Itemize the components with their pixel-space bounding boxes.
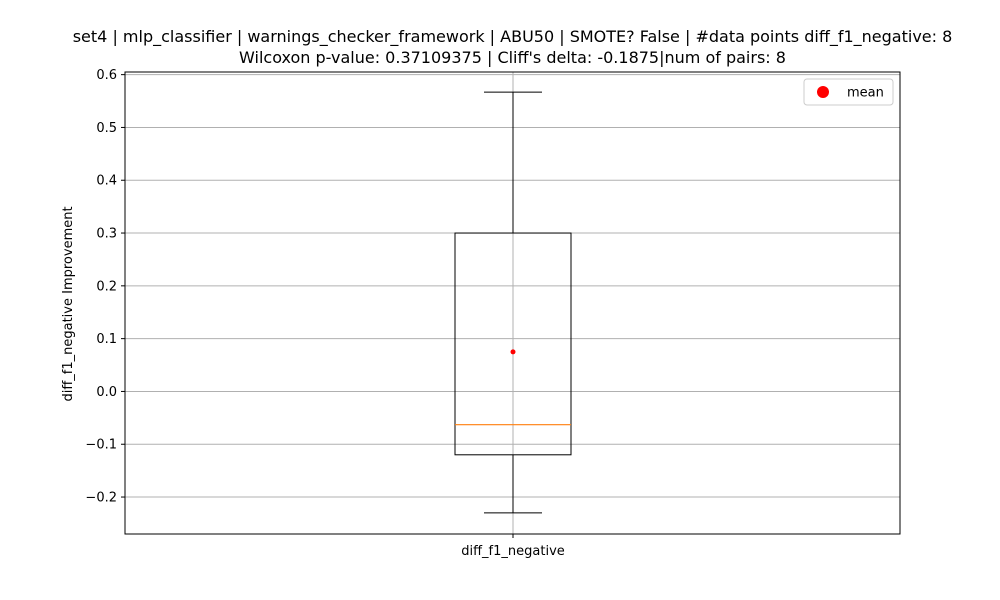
y-tick-label: 0.1: [96, 332, 117, 347]
y-tick-label: 0.4: [96, 174, 117, 189]
y-axis-label: diff_f1_negative Improvement: [61, 206, 76, 401]
mean-marker: [510, 349, 516, 355]
y-tick-label: 0.3: [96, 227, 117, 242]
box-plot: [454, 91, 572, 514]
y-tick-label: 0.5: [96, 121, 117, 136]
chart-title-line2: Wilcoxon p-value: 0.37109375 | Cliff's d…: [239, 48, 786, 67]
legend-mean-marker: [817, 86, 829, 98]
y-tick-label: −0.1: [85, 438, 117, 453]
legend: mean: [803, 78, 894, 106]
iqr-box: [454, 232, 572, 456]
y-tick-label: −0.2: [85, 491, 117, 506]
y-axis-ticks: −0.2 −0.1 0.0 0.1 0.2 0.3 0.4 0.5 0.6: [85, 68, 125, 506]
chart-title-line1: set4 | mlp_classifier | warnings_checker…: [72, 27, 953, 46]
y-tick-label: 0.2: [96, 279, 117, 294]
x-axis-ticks: diff_f1_negative: [461, 534, 565, 559]
legend-box: [803, 78, 894, 106]
y-tick-label: 0.6: [96, 68, 117, 83]
legend-label-mean: mean: [847, 86, 884, 101]
x-tick-label: diff_f1_negative: [461, 544, 565, 559]
y-tick-label: 0.0: [96, 385, 117, 400]
